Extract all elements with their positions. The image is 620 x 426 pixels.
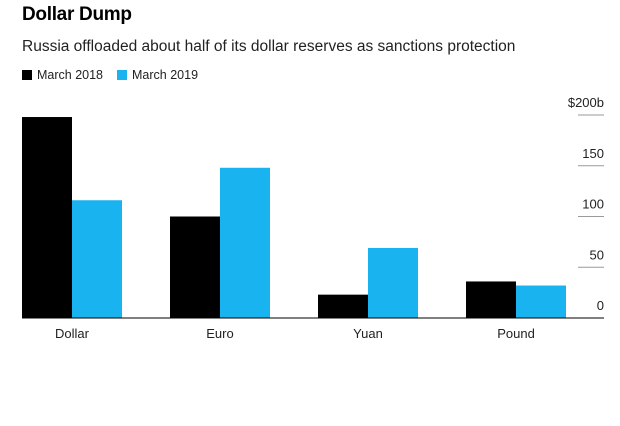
legend-swatch-march-2019 (117, 70, 128, 80)
y-tick-label-50: 50 (590, 247, 604, 262)
y-tick-label-150: 150 (582, 146, 604, 161)
chart-title: Dollar Dump (22, 4, 132, 25)
legend-item-march-2018: March 2018 (22, 68, 103, 82)
bar-yuan-march-2019 (368, 247, 418, 318)
bar-pound-march-2019 (516, 285, 566, 318)
x-category-label-dollar: Dollar (55, 326, 90, 341)
legend-label-march-2018: March 2018 (37, 68, 104, 82)
y-tick-label-100: 100 (582, 197, 604, 212)
bar-euro-march-2018 (170, 216, 220, 318)
legend: March 2018 March 2019 (22, 68, 212, 82)
x-category-label-yuan: Yuan (353, 326, 383, 341)
bar-dollar-march-2019 (72, 200, 122, 318)
bar-euro-march-2019 (220, 167, 270, 318)
x-category-label-euro: Euro (206, 326, 233, 341)
y-tick-label-200: $200b (568, 95, 604, 110)
x-category-label-pound: Pound (497, 326, 535, 341)
legend-item-march-2019: March 2019 (117, 68, 198, 82)
legend-label-march-2019: March 2019 (132, 68, 199, 82)
bar-pound-march-2018 (466, 281, 516, 318)
chart-subtitle: Russia offloaded about half of its dolla… (22, 38, 516, 55)
bar-yuan-march-2018 (318, 294, 368, 318)
legend-swatch-march-2018 (22, 70, 32, 80)
bar-dollar-march-2018 (22, 117, 72, 318)
y-tick-label-0: 0 (597, 298, 604, 313)
